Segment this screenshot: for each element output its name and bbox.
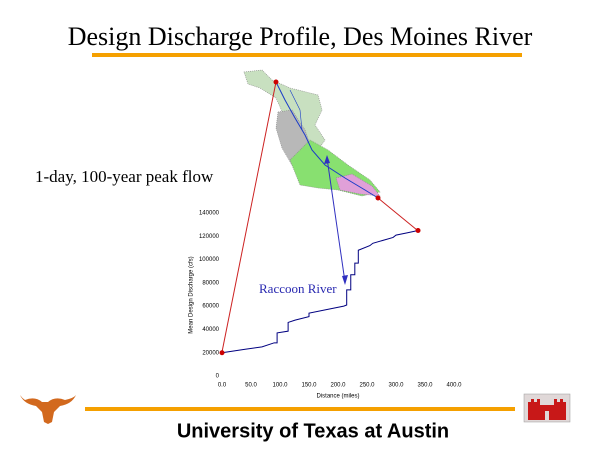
- castle-logo: [523, 393, 571, 423]
- x-tick-label: 0.0: [218, 383, 227, 389]
- y-tick-label: 100000: [199, 257, 220, 263]
- x-tick-label: 100.0: [272, 383, 288, 389]
- y-tick-label: 60000: [202, 304, 219, 310]
- plot: 0 20000 40000 60000 80000 100000 120000 140000 0…: [189, 211, 463, 400]
- x-tick-label: 350.0: [417, 383, 433, 389]
- annotation: Raccoon River: [259, 281, 337, 296]
- arrow-line: [326, 157, 346, 283]
- x-tick-label: 150.0: [301, 383, 317, 389]
- x-tick-label: 250.0: [359, 383, 375, 389]
- arrow-head: [342, 275, 348, 285]
- river: [275, 81, 379, 199]
- map-point: [273, 79, 279, 85]
- y-tick-label: 20000: [202, 350, 219, 356]
- x-tick-label: 50.0: [245, 383, 257, 389]
- slide-title: Design Discharge Profile, Des Moines Riv…: [68, 22, 533, 51]
- watershed-map: [243, 69, 381, 199]
- x-tick-label: 200.0: [330, 383, 346, 389]
- y-tick-label: 80000: [202, 280, 219, 286]
- connector-line: [377, 197, 418, 231]
- y-tick-label: 40000: [202, 327, 219, 333]
- tributary: [289, 89, 303, 131]
- x-tick-label: 400.0: [446, 383, 462, 389]
- x-axis-label: Distance (miles): [316, 394, 359, 400]
- y-axis-label: Mean Design Discharge (cfs): [189, 256, 195, 333]
- endpoint-marker: [415, 227, 421, 233]
- footer-text: University of Texas at Austin: [177, 420, 449, 442]
- x-tick-label: 300.0: [388, 383, 404, 389]
- longhorn-logo: [20, 395, 76, 424]
- map-point: [375, 195, 381, 201]
- y-tick-label: 0: [216, 374, 220, 380]
- arrow-head: [324, 155, 330, 164]
- y-tick-label: 120000: [199, 234, 220, 240]
- connector-line: [221, 81, 277, 353]
- endpoint-marker: [219, 350, 225, 356]
- annotation: 1-day, 100-year peak flow: [35, 167, 214, 186]
- data-line: [221, 229, 419, 354]
- y-tick-label: 140000: [199, 211, 220, 217]
